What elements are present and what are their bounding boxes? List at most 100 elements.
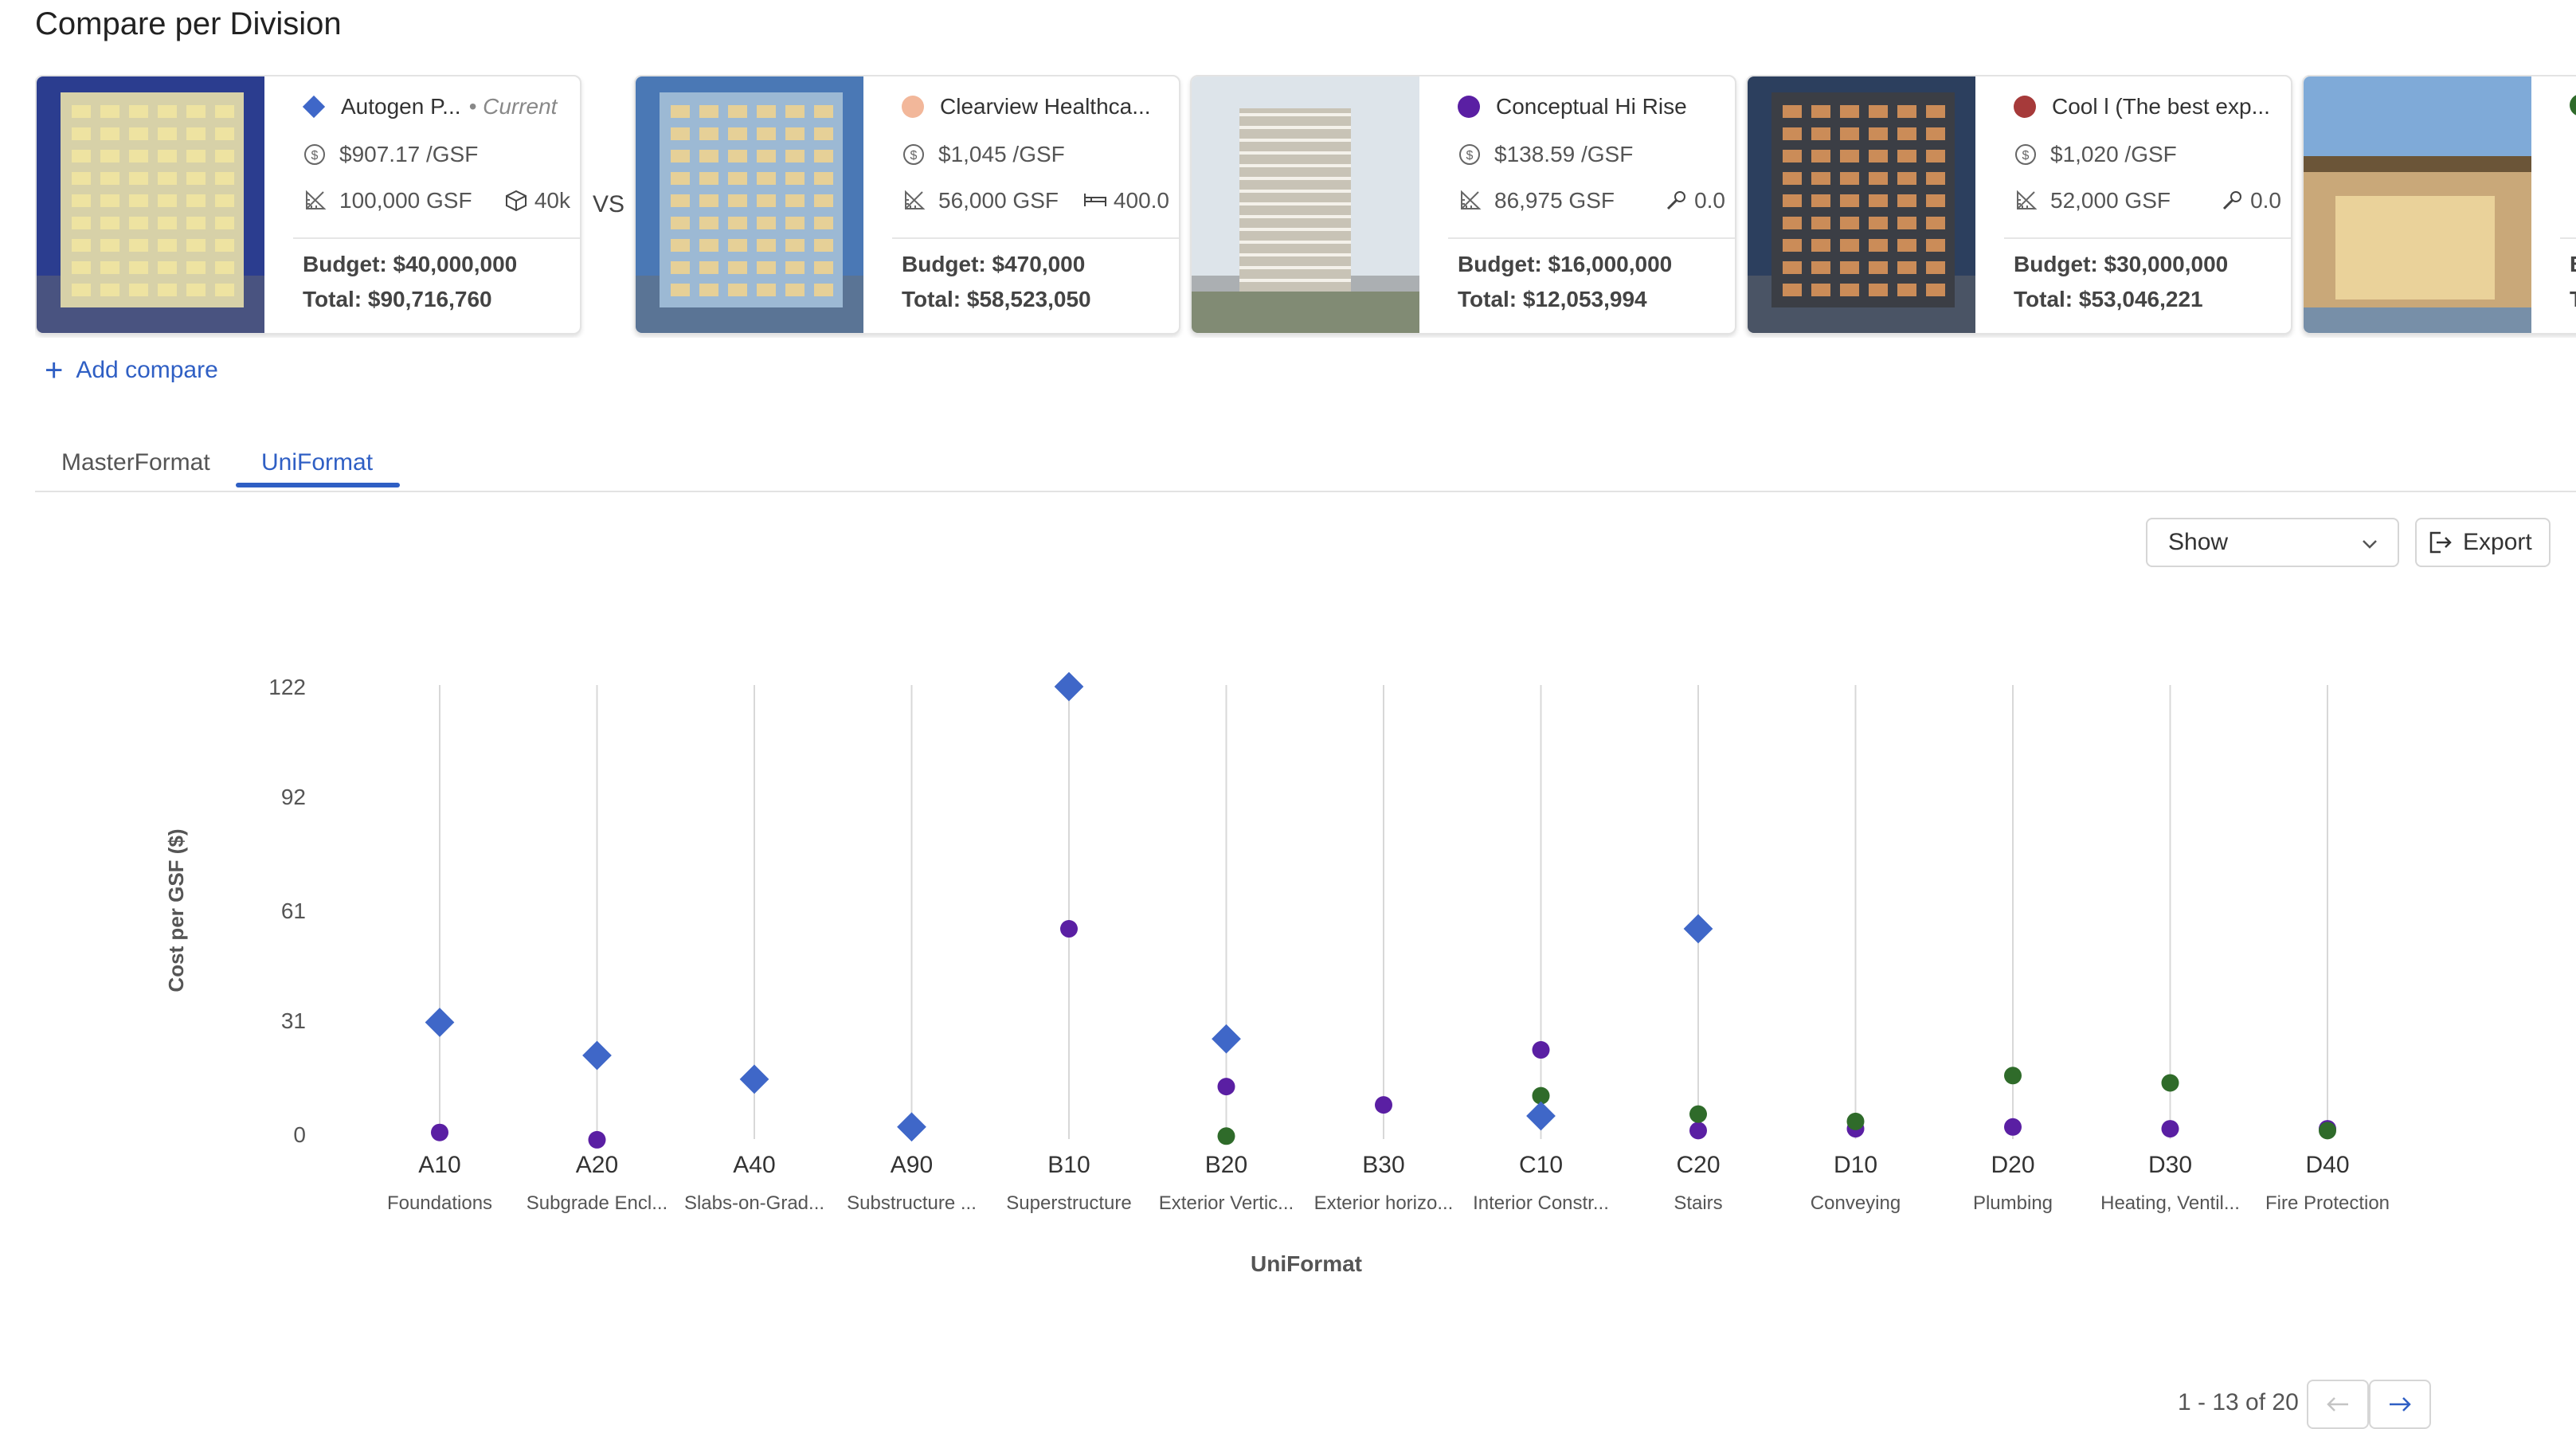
project-cards-strip[interactable]: Autogen P... • Current $ $907.17 /GSF 100,00… [35, 75, 2576, 338]
export-icon [2429, 531, 2452, 554]
x-tick-code: D30 [2148, 1152, 2192, 1178]
previous-page-button[interactable] [2307, 1380, 2369, 1429]
next-page-button[interactable] [2369, 1380, 2431, 1429]
area-icon [2017, 190, 2038, 209]
area-icon [905, 190, 926, 209]
area-icon [1461, 190, 1482, 209]
extra-metric: 0.0 [1694, 188, 1725, 213]
card-divider [2560, 237, 2576, 239]
wrench-icon [1667, 191, 1686, 210]
cost-per-gsf: $907.17 /GSF [339, 142, 479, 166]
project-card[interactable]: Conceptual Hi Rise $ $138.59 /GSF 86,975 GS… [1190, 75, 1736, 335]
x-tick-name: Plumbing [1973, 1192, 2053, 1214]
dollar-icon: $ [1459, 144, 1480, 165]
card-divider [2004, 237, 2291, 239]
y-tick-label: 61 [281, 899, 306, 923]
add-compare-label: Add compare [76, 357, 218, 383]
x-tick-name: Slabs-on-Grad... [684, 1192, 824, 1214]
x-tick-name: Conveying [1811, 1192, 1901, 1214]
x-tick-code: A20 [576, 1152, 618, 1178]
data-point-dot [588, 1130, 606, 1149]
x-tick-name: Heating, Ventil... [2100, 1192, 2240, 1214]
total-value: T [2570, 287, 2576, 312]
total-value: Total: $12,053,994 [1458, 287, 1647, 311]
data-point-diamond [1054, 671, 1084, 702]
extra-metric: 0.0 [2250, 188, 2281, 213]
x-tick-name: Foundations [387, 1192, 492, 1214]
project-card[interactable]: Autogen P... • Current $ $907.17 /GSF 100,00… [35, 75, 581, 335]
project-card[interactable]: Cool l (The best exp... $ $1,020 /GSF 52,00… [1746, 75, 2292, 335]
x-tick-name: Exterior horizo... [1314, 1192, 1454, 1214]
data-point-dot [1532, 1041, 1550, 1059]
dollar-icon: $ [2015, 144, 2036, 165]
data-point-dot [1060, 920, 1078, 938]
series-marker-dot [2014, 96, 2036, 118]
x-tick-code: D20 [1991, 1152, 2034, 1178]
wrench-icon [2223, 191, 2242, 210]
vs-label: VS [593, 191, 625, 217]
x-tick-code: A40 [733, 1152, 775, 1178]
active-tab-indicator [236, 483, 400, 487]
data-point-dot [2004, 1118, 2022, 1136]
tab-masterformat[interactable]: MasterFormat [61, 449, 210, 476]
x-tick-code: C20 [1676, 1152, 1720, 1178]
dollar-icon: $ [903, 144, 924, 165]
y-tick-label: 122 [268, 675, 306, 699]
format-tabs: MasterFormat UniFormat [35, 435, 2576, 492]
add-compare-button[interactable]: + Add compare [45, 353, 218, 388]
show-select[interactable]: Show [2146, 518, 2399, 567]
y-axis-label: Cost per GSF ($) [164, 828, 188, 992]
arrow-right-icon [2390, 1397, 2411, 1411]
x-tick-code: A90 [891, 1152, 933, 1178]
data-point-diamond [1212, 1024, 1241, 1054]
export-button[interactable]: Export [2415, 518, 2551, 567]
x-tick-name: Exterior Vertic... [1159, 1192, 1294, 1214]
data-point-dot [1375, 1096, 1392, 1114]
y-tick-label: 31 [281, 1008, 306, 1033]
data-point-diamond [1526, 1101, 1556, 1131]
gross-area: 52,000 GSF [2050, 188, 2171, 213]
data-point-dot [1689, 1105, 1707, 1123]
budget-value: Budget: $30,000,000 [2014, 252, 2229, 276]
x-tick-code: B10 [1047, 1152, 1090, 1178]
x-tick-code: C10 [1519, 1152, 1563, 1178]
plus-icon: + [45, 353, 64, 388]
export-label: Export [2463, 529, 2532, 555]
x-tick-name: Interior Constr... [1473, 1192, 1609, 1214]
data-point-dot [1689, 1122, 1707, 1140]
x-tick-name: Superstructure [1006, 1192, 1131, 1214]
project-card-body: Conceptual Hi Rise $ $138.59 /GSF 86,975 GS… [1419, 76, 1735, 333]
x-tick-code: D40 [2305, 1152, 2349, 1178]
card-divider [892, 237, 1179, 239]
data-point-dot [1217, 1078, 1235, 1096]
data-point-dot [2161, 1120, 2179, 1138]
project-card[interactable]: Clearview Healthca... $ $1,045 /GSF 56,000 … [634, 75, 1180, 335]
cost-per-division-chart: 0 31 61 92 122 Cost per GSF ($) A10 Foundations… [164, 671, 2390, 1276]
tab-uniformat[interactable]: UniFormat [261, 449, 374, 476]
data-point-dot [1217, 1127, 1235, 1145]
x-tick-code: B20 [1205, 1152, 1247, 1178]
project-name: Clearview Healthca... [940, 94, 1151, 119]
x-tick-name: Stairs [1674, 1192, 1722, 1214]
cost-per-gsf: $1,020 /GSF [2050, 142, 2177, 166]
x-axis-label: UniFormat [1251, 1251, 1362, 1276]
budget-value: Budget: $40,000,000 [303, 252, 518, 276]
project-card[interactable]: BT [2302, 75, 2576, 335]
dollar-icon: $ [304, 144, 325, 165]
project-name: Cool l (The best exp... [2052, 94, 2270, 119]
total-value: Total: $90,716,760 [303, 287, 492, 311]
data-point-diamond [739, 1064, 769, 1094]
x-tick-name: Subgrade Encl... [527, 1192, 667, 1214]
data-point-diamond [1683, 914, 1713, 944]
total-value: Total: $53,046,221 [2014, 287, 2203, 311]
svg-text:$: $ [910, 149, 918, 162]
project-name: Conceptual Hi Rise [1496, 94, 1687, 119]
project-name: Autogen P... [341, 94, 461, 119]
data-point-dot [431, 1123, 448, 1141]
arrow-left-icon [2327, 1397, 2348, 1411]
area-icon [306, 190, 327, 209]
budget-value: B [2570, 252, 2576, 277]
project-card-body: Autogen P... • Current $ $907.17 /GSF 100,00… [264, 76, 580, 333]
show-select-value: Show [2168, 529, 2229, 555]
series-marker-dot [902, 96, 924, 118]
